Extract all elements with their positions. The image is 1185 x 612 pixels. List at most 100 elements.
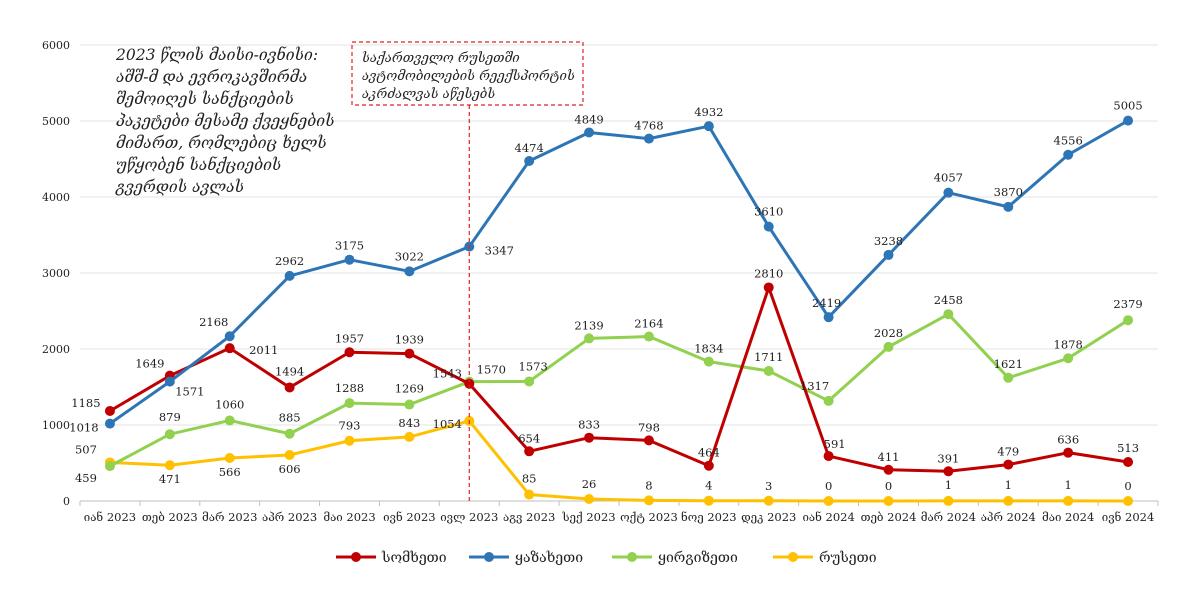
data-label-armenia: 391 (937, 451, 959, 465)
data-point-russia (584, 494, 595, 505)
data-label-armenia: 479 (997, 445, 1019, 459)
data-point-russia (404, 431, 415, 442)
box-annotation-border (351, 41, 584, 106)
data-label-russia: 8 (645, 478, 652, 492)
gridlines (80, 44, 1158, 502)
data-point-kazakhstan (104, 418, 115, 429)
data-point-kyrgyzstan (883, 341, 894, 352)
left-note-line-3: შემოიღეს სანქციების (116, 90, 294, 108)
x-tick-label: იან 2023 (84, 510, 136, 524)
data-point-russia (344, 435, 355, 446)
data-label-armenia: 798 (638, 420, 660, 434)
data-point-kazakhstan (823, 312, 834, 323)
data-point-armenia (643, 435, 654, 446)
left-note-line-7: გვერდის ავლას (115, 178, 244, 196)
left-note-line-5: მიმართ, რომლებიც ხელს (116, 134, 327, 152)
data-label-russia: 471 (159, 472, 181, 486)
data-label-kazakhstan: 3870 (994, 185, 1023, 199)
data-point-kyrgyzstan (1063, 353, 1074, 364)
data-point-armenia (1063, 447, 1074, 458)
x-tick-label: მარ 2024 (921, 510, 976, 524)
x-tick-label: დეკ 2023 (741, 510, 796, 524)
data-point-kazakhstan (883, 249, 894, 260)
series-line-kyrgyzstan (109, 312, 1129, 468)
data-label-armenia: 513 (1117, 441, 1139, 455)
data-point-kazakhstan (404, 266, 415, 277)
data-point-russia (943, 495, 954, 506)
data-point-armenia (763, 282, 774, 293)
data-label-russia: 606 (279, 462, 301, 476)
data-label-kyrgyzstan: 1060 (215, 397, 244, 411)
series-line-armenia (109, 285, 1129, 473)
data-label-russia: 3 (765, 479, 772, 493)
x-axis: იან 2023 თებ 2023 მარ 2023 აპრ 2023 მაი 2023… (79, 501, 1159, 524)
data-point-russia (1063, 495, 1074, 506)
data-label-russia: 0 (825, 479, 832, 493)
data-point-kyrgyzstan (703, 356, 714, 367)
x-tick-label: ივნ 2024 (1102, 510, 1155, 524)
data-point-armenia (703, 460, 714, 471)
data-label-kyrgyzstan: 1878 (1054, 337, 1083, 351)
data-label-russia: 566 (219, 465, 241, 479)
x-tick-label: ოქტ 2023 (620, 510, 678, 524)
left-note-line-1: 2023 წლის მაისი-ივნისი: (115, 46, 318, 64)
data-label-kyrgyzstan: 1834 (694, 342, 723, 356)
box-annotation: საქართველო რუსეთში ავტომობილების რეექსპო… (351, 41, 584, 106)
data-point-kyrgyzstan (104, 461, 115, 472)
y-tick-label: 3000 (42, 267, 70, 280)
left-annotation: 2023 წლის მაისი-ივნისი: აშშ-მ და ევროკავ… (115, 46, 335, 196)
data-point-kyrgyzstan (1003, 372, 1014, 383)
data-label-russia: 85 (522, 472, 537, 486)
data-point-armenia (584, 432, 595, 443)
data-point-kazakhstan (1003, 201, 1014, 212)
data-point-kazakhstan (584, 127, 595, 138)
data-label-russia: 1 (945, 478, 952, 492)
data-label-armenia: 833 (578, 418, 600, 432)
data-point-armenia (943, 466, 954, 477)
data-label-russia: 4 (705, 479, 712, 493)
data-label-russia: 26 (582, 477, 597, 491)
series-line-russia (109, 419, 1129, 503)
data-point-russia (224, 452, 235, 463)
x-tick-label: იან 2024 (802, 510, 854, 524)
y-tick-label: 4000 (42, 191, 70, 204)
data-label-armenia: 411 (878, 450, 900, 464)
data-label-armenia: 1185 (71, 396, 100, 410)
data-label-armenia: 1957 (335, 331, 364, 345)
data-label-kyrgyzstan: 2379 (1113, 297, 1142, 311)
x-tick-label: ივლ 2023 (440, 510, 498, 524)
data-point-kyrgyzstan (584, 333, 595, 344)
data-label-russia: 1 (1065, 478, 1072, 492)
data-point-kazakhstan (943, 187, 954, 198)
data-label-kazakhstan: 4849 (574, 112, 603, 126)
data-label-armenia: 1649 (135, 357, 164, 371)
data-point-kazakhstan (703, 121, 714, 132)
data-label-russia: 843 (398, 416, 420, 430)
data-label-kazakhstan: 4474 (515, 141, 544, 155)
data-label-russia: 1 (1005, 478, 1012, 492)
x-tick-label: სექ 2023 (562, 510, 616, 524)
data-point-russia (823, 496, 834, 506)
data-point-russia (703, 495, 714, 506)
data-point-kyrgyzstan (763, 365, 774, 376)
data-point-kyrgyzstan (524, 376, 535, 387)
data-point-armenia (104, 405, 115, 416)
x-tick-label: აპრ 2024 (981, 510, 1036, 524)
data-point-kyrgyzstan (943, 309, 954, 320)
legend-label-kazakhstan: ყაზახეთი (515, 549, 583, 566)
y-tick-label: 1000 (42, 419, 70, 432)
data-point-kyrgyzstan (823, 395, 834, 406)
data-point-kazakhstan (524, 155, 535, 166)
data-label-kazakhstan: 5005 (1113, 99, 1142, 113)
legend: სომხეთი ყაზახეთი ყირგიზეთი რუსეთი (336, 549, 877, 566)
legend-swatch-marker-russia (788, 552, 798, 562)
data-label-kazakhstan: 4556 (1054, 134, 1083, 148)
data-point-kazakhstan (224, 331, 235, 342)
left-note-line-2: აშშ-მ და ევროკავშირმა (116, 68, 307, 86)
data-label-kyrgyzstan: 2458 (934, 293, 963, 307)
box-note-line-1: საქართველო რუსეთში (362, 51, 520, 66)
data-point-kyrgyzstan (284, 428, 295, 439)
x-tick-label: აპრ 2023 (262, 510, 317, 524)
data-point-russia (1003, 495, 1014, 506)
data-point-kyrgyzstan (643, 331, 654, 342)
